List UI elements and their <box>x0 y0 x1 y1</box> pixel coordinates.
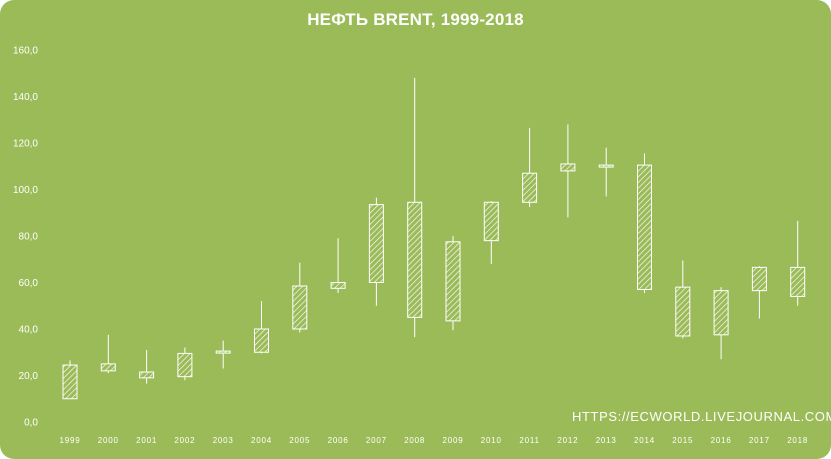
candle-body <box>62 364 78 400</box>
candle-body <box>330 282 346 289</box>
x-tick-label: 2011 <box>519 436 539 445</box>
x-tick-label: 2001 <box>136 436 157 445</box>
y-axis: 0,0 20,0 40,0 60,0 80,0 100,0 120,0 140,0 160,0 <box>13 46 38 429</box>
x-tick-label: 2015 <box>672 436 693 445</box>
candle-body <box>560 163 576 172</box>
y-tick-label: 60,0 <box>19 278 39 289</box>
x-tick-label: 2005 <box>289 436 310 445</box>
candle-body <box>177 352 193 378</box>
candle-2017 <box>751 266 767 319</box>
candle-body <box>598 164 614 168</box>
candle-2003 <box>215 340 231 369</box>
candle-body <box>522 172 538 203</box>
candle-body <box>215 350 231 354</box>
candle-2007 <box>368 197 384 306</box>
y-tick-label: 140,0 <box>13 92 38 103</box>
x-tick-label: 2014 <box>634 436 655 445</box>
x-tick-label: 2000 <box>98 436 119 445</box>
candle-body <box>445 241 461 322</box>
x-tick-label: 2003 <box>213 436 234 445</box>
x-tick-label: 2013 <box>596 436 617 445</box>
candle-2009 <box>445 236 461 331</box>
candle-body <box>254 328 269 353</box>
candle-1999 <box>62 360 78 400</box>
candle-body <box>139 371 155 379</box>
candle-body <box>407 201 423 318</box>
x-tick-label: 2010 <box>481 436 502 445</box>
x-tick-label: 2017 <box>749 436 770 445</box>
y-tick-label: 80,0 <box>19 232 39 243</box>
x-tick-label: 2009 <box>443 436 464 445</box>
x-tick-label: 1999 <box>60 436 81 445</box>
candle-2011 <box>522 127 538 207</box>
candle-2004 <box>254 301 269 354</box>
x-tick-label: 2012 <box>557 436 578 445</box>
candle-2013 <box>598 147 614 197</box>
candle-body <box>790 266 806 297</box>
candle-body <box>713 290 729 336</box>
candle-body <box>292 285 308 330</box>
candle-body <box>483 201 499 242</box>
candle-2006 <box>330 238 346 293</box>
candle-2001 <box>139 349 155 384</box>
candle-2012 <box>560 124 576 218</box>
candle-2014 <box>637 153 652 293</box>
chart-title: НЕФТЬ BRENT, 1999-2018 <box>307 10 524 29</box>
x-tick-label: 2006 <box>328 436 349 445</box>
x-tick-label: 2007 <box>366 436 387 445</box>
y-tick-label: 120,0 <box>13 139 38 150</box>
candle-2010 <box>483 201 499 264</box>
y-tick-label: 20,0 <box>19 371 39 382</box>
candle-body <box>751 266 767 292</box>
x-axis: 1999 2000 2001 2002 2003 2004 2005 2006 2007 2008… <box>60 436 808 445</box>
candle-body <box>637 164 652 290</box>
candle-body <box>100 363 116 372</box>
candles <box>62 77 806 400</box>
candle-2008 <box>407 77 423 338</box>
candle-2005 <box>292 262 308 333</box>
candle-body <box>675 286 691 337</box>
candle-body <box>368 204 384 283</box>
y-tick-label: 40,0 <box>19 325 39 336</box>
x-tick-label: 2016 <box>711 436 732 445</box>
candle-2000 <box>100 334 116 374</box>
x-tick-label: 2018 <box>787 436 808 445</box>
x-tick-label: 2004 <box>251 436 272 445</box>
candle-2018 <box>790 220 806 306</box>
x-tick-label: 2008 <box>404 436 425 445</box>
y-tick-label: 100,0 <box>13 185 38 196</box>
x-tick-label: 2002 <box>174 436 195 445</box>
y-tick-label: 160,0 <box>13 46 38 57</box>
candle-2015 <box>675 260 691 339</box>
y-tick-label: 0,0 <box>24 418 38 429</box>
source-watermark: HTTPS://ECWORLD.LIVEJOURNAL.COM <box>572 409 831 424</box>
candle-2002 <box>177 347 193 381</box>
candle-2016 <box>713 287 729 360</box>
